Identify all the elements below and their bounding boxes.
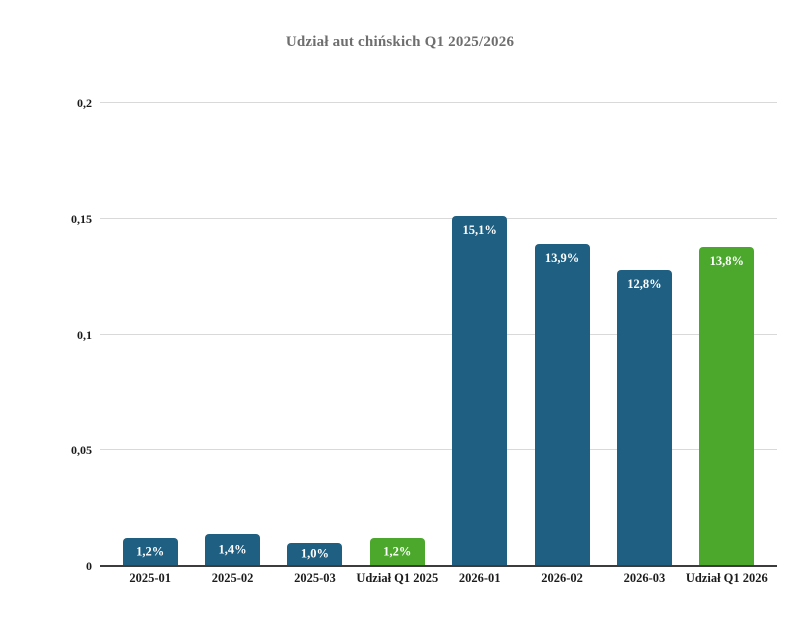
bar-value-label: 1,4%: [218, 542, 247, 557]
bar-value-label: 1,2%: [383, 544, 412, 559]
bar-2025-01: 1,2%: [122, 538, 178, 566]
bar-slot: 1,0%: [274, 103, 356, 566]
bar-2026-02: 13,9%: [534, 244, 590, 566]
x-axis-labels: 2025-01 2025-02 2025-03 Udział Q1 2025 2026-…: [100, 571, 777, 586]
bar-slot: 15,1%: [439, 103, 521, 566]
bar-value-label: 1,2%: [136, 544, 165, 559]
x-tick-label: 2025-03: [294, 571, 336, 585]
gridline: [100, 102, 777, 103]
bar-value-label: 13,8%: [709, 253, 744, 268]
bar-2026-03: 12,8%: [616, 269, 672, 566]
x-tick-label: Udział Q1 2025: [356, 571, 439, 585]
x-tick-label: 2026-02: [541, 571, 583, 585]
plot-area: 1,2% 1,4% 1,0% 1,2% 15,1% 13,9% 12,8% 13,8%: [100, 102, 777, 567]
bar-Udział Q1 2026: 13,8%: [699, 246, 755, 566]
y-tick-label: 0,1: [77, 327, 92, 342]
chart-title: Udział aut chińskich Q1 2025/2026: [285, 34, 515, 50]
gridline: [100, 217, 777, 219]
x-tick-label: Udział Q1 2026: [685, 571, 768, 585]
y-tick-label: 0,05: [71, 443, 92, 458]
x-tick-label: 2025-02: [211, 571, 254, 585]
bar-slot: 1,2%: [356, 103, 438, 566]
bar-value-label: 12,8%: [627, 276, 662, 291]
gridline: [100, 449, 777, 451]
bar-value-label: 15,1%: [462, 223, 497, 238]
x-tick-label: 2025-01: [129, 571, 172, 585]
bar-value-label: 1,0%: [300, 546, 329, 561]
bar-2025-03: 1,0%: [287, 542, 343, 566]
x-axis-baseline: [100, 565, 777, 567]
y-tick-label: 0,15: [71, 211, 92, 226]
bar-slot: 1,4%: [191, 103, 273, 566]
bar-series: 1,2% 1,4% 1,0% 1,2% 15,1% 13,9% 12,8% 13,8%: [100, 103, 777, 566]
bar-slot: 13,8%: [686, 103, 768, 566]
bar-2026-01: 15,1%: [452, 216, 508, 566]
gridline: [100, 333, 777, 335]
bar-value-label: 13,9%: [544, 251, 580, 266]
bar-slot: 1,2%: [109, 103, 191, 566]
bar-Udział Q1 2025: 1,2%: [369, 538, 425, 566]
bar-slot: 12,8%: [603, 103, 685, 566]
y-tick-label: 0: [86, 559, 92, 573]
y-axis-labels: 0 0,05 0,1 0,15 0,2: [0, 96, 92, 573]
x-tick-label: 2026-01: [458, 571, 501, 585]
y-tick-label: 0,2: [77, 96, 92, 110]
bar-2025-02: 1,4%: [205, 533, 261, 566]
bar-slot: 13,9%: [521, 103, 603, 566]
x-tick-label: 2026-03: [623, 571, 666, 585]
